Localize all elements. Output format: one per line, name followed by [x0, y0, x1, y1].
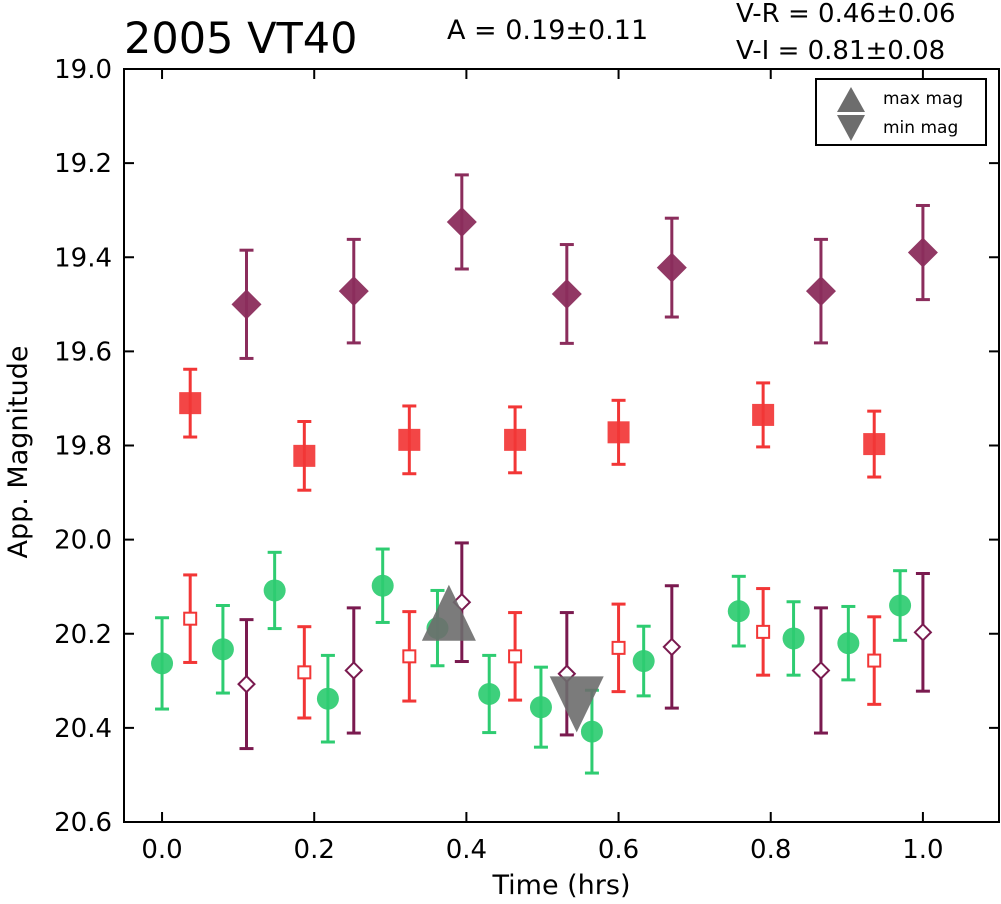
x-tick-label: 0.0	[141, 835, 182, 865]
data-point-diamond	[446, 206, 477, 237]
x-tick-label: 0.6	[598, 835, 639, 865]
data-point-open-square	[402, 649, 417, 664]
y-tick-label: 19.0	[54, 55, 112, 85]
y-tick-label: 19.8	[54, 432, 112, 462]
data-point-diamond	[805, 276, 836, 307]
y-tick-label: 20.4	[54, 714, 112, 744]
data-point-circle	[632, 650, 655, 673]
v-r-color-label: V-R = 0.46±0.06	[736, 0, 956, 29]
data-point-open-diamond	[811, 661, 831, 680]
data-point-square	[293, 444, 316, 467]
data-point-open-square	[297, 665, 312, 680]
max-mag-marker	[421, 584, 476, 641]
data-point-square	[752, 403, 775, 426]
y-tick-label: 20.2	[54, 620, 112, 650]
data-point-square	[607, 421, 630, 444]
data-point-circle	[263, 579, 286, 602]
x-tick-label: 0.8	[750, 835, 791, 865]
data-point-diamond	[231, 289, 262, 320]
data-point-open-diamond	[344, 661, 364, 680]
data-point-circle	[782, 627, 805, 650]
min-mag-marker	[549, 676, 604, 733]
chart-title: 2005 VT40	[124, 14, 358, 64]
data-point-open-square	[756, 624, 771, 639]
amplitude-label: A = 0.19±0.11	[447, 15, 649, 46]
data-point-circle	[889, 594, 912, 617]
data-point-square	[179, 392, 202, 415]
data-point-circle	[478, 682, 501, 705]
y-tick-label: 20.6	[54, 808, 112, 838]
data-point-open-square	[611, 640, 626, 655]
triangle-down-icon	[837, 115, 865, 141]
data-point-open-diamond	[662, 637, 682, 657]
data-point-square	[863, 433, 886, 456]
data-point-open-square	[183, 611, 198, 626]
y-tick-label: 19.6	[54, 337, 112, 367]
v-i-color-label: V-I = 0.81±0.08	[736, 36, 946, 66]
x-axis-label: Time (hrs)	[492, 870, 631, 901]
y-tick-label: 19.2	[54, 149, 112, 179]
data-point-circle	[727, 600, 750, 623]
data-point-circle	[211, 638, 234, 661]
x-tick-label: 0.4	[446, 835, 487, 865]
data-point-open-square	[867, 653, 882, 668]
x-tick-label: 1.0	[902, 835, 943, 865]
y-tick-label: 19.4	[54, 243, 112, 273]
data-point-circle	[529, 696, 552, 719]
data-point-open-square	[508, 649, 523, 664]
data-point-circle	[316, 687, 339, 710]
legend-label-min: min mag	[883, 118, 959, 138]
triangle-up-icon	[837, 87, 865, 112]
data-point-diamond	[907, 237, 938, 268]
y-axis-label: App. Magnitude	[3, 345, 34, 559]
legend-label-max: max mag	[883, 89, 964, 109]
data-point-circle	[151, 652, 174, 675]
legend-item-max: max mag	[817, 84, 987, 114]
data-point-diamond	[551, 278, 582, 309]
x-tick-label: 0.2	[294, 835, 335, 865]
data-point-circle	[580, 720, 603, 743]
legend-item-min: min mag	[817, 113, 987, 143]
data-point-circle	[837, 632, 860, 655]
data-point-square	[398, 428, 421, 451]
data-point-circle	[371, 574, 394, 597]
data-point-square	[504, 428, 527, 451]
data-point-diamond	[338, 276, 369, 307]
data-point-open-diamond	[913, 622, 933, 642]
data-point-open-diamond	[237, 674, 256, 694]
data-point-diamond	[656, 252, 687, 283]
legend: max mag min mag	[815, 78, 987, 146]
y-tick-label: 20.0	[54, 526, 112, 556]
